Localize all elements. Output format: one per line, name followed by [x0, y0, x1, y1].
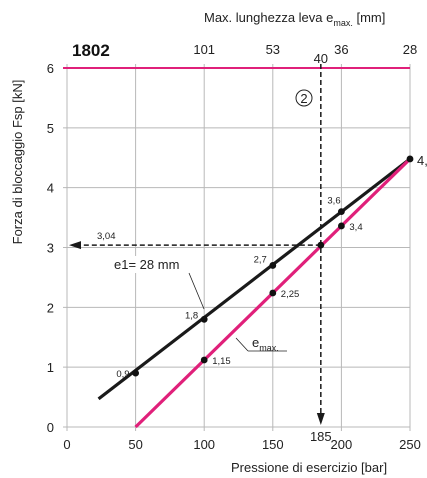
emax-series-label: emax.: [252, 335, 279, 353]
top-tick-label-36: 36: [334, 42, 348, 57]
x-tick-label-250: 250: [399, 437, 421, 452]
horizontal-arrowhead: [69, 241, 81, 250]
e1-series-point-1,8: [200, 315, 208, 323]
end-label: 4,48: [417, 153, 427, 168]
horizontal-value-label: 3,04: [97, 231, 116, 242]
emax-series-point-2,25: [269, 289, 277, 297]
top-tick-label-101: 101: [193, 42, 215, 57]
emax-series-point-1,15: [200, 356, 208, 364]
y-tick-label-0: 0: [47, 420, 54, 435]
top-axis-title-sub: max.: [333, 18, 353, 28]
y-axis-title: Forza di bloccaggio Fsp [kN]: [10, 80, 25, 245]
x-tick-label-100: 100: [193, 437, 215, 452]
emax-series-point-label-2,25: 2,25: [281, 289, 300, 300]
y-tick-label-4: 4: [47, 181, 54, 196]
emax-series-point-label-3,4: 3,4: [349, 222, 362, 233]
top-axis-title-main: Max. lunghezza leva e: [204, 10, 333, 25]
top-axis-title: Max. lunghezza leva emax. [mm]: [204, 10, 385, 28]
x-tick-label-150: 150: [262, 437, 284, 452]
circled-marker-ring: [295, 89, 313, 107]
emax-label-main: e: [252, 335, 259, 350]
x-tick-label-200: 200: [331, 437, 353, 452]
e1-series-point-0,9: [132, 369, 140, 377]
vertical-arrowhead: [316, 413, 325, 425]
e1-series-label: e1= 28 mm: [114, 257, 179, 272]
chart-title: 1802: [72, 41, 110, 60]
y-tick-label-1: 1: [47, 360, 54, 375]
annotation-layer: [69, 64, 325, 425]
e1-series-point-label-3,6: 3,6: [327, 196, 340, 207]
y-tick-label-3: 3: [47, 241, 54, 256]
label-layer: 0 1 2 3 4 5 6 0 50 100 150 200 250 101 53 36 28 0,9 1,8 2,7…: [47, 42, 427, 452]
y-tick-label-2: 2: [47, 300, 54, 315]
circled-marker-label: 2: [300, 91, 307, 106]
emax-leader-line: [235, 337, 249, 352]
series-layer: [63, 67, 414, 429]
end-point: [406, 155, 414, 163]
e1-leader-line: [188, 272, 205, 310]
vertical-bottom-label: 185: [310, 429, 332, 444]
e1-label-bg: [112, 256, 190, 273]
emax-series-point-3,4: [338, 222, 345, 230]
e1-series-point-2,7: [269, 262, 277, 269]
top-tick-label-28: 28: [403, 42, 417, 57]
emax-series-point-label-1,15: 1,15: [212, 356, 231, 367]
e1-series-point-3,6: [338, 208, 345, 216]
e1-series-point-label-1,8: 1,8: [185, 310, 198, 321]
y-tick-label-5: 5: [47, 121, 54, 136]
grid-layer: [63, 64, 411, 431]
intersection-point: [317, 241, 325, 249]
top-tick-label-53: 53: [266, 42, 280, 57]
x-tick-label-0: 0: [63, 437, 70, 452]
x-axis-title: Pressione di esercizio [bar]: [231, 460, 387, 475]
e1-series-line: [97, 157, 411, 401]
vertical-top-label: 40: [314, 51, 328, 66]
e1-series-point-label-2,7: 2,7: [254, 254, 267, 265]
top-axis-title-unit: [mm]: [353, 10, 386, 25]
e1-series-point-label-0,9: 0,9: [116, 369, 129, 380]
y-tick-label-6: 6: [47, 61, 54, 76]
x-tick-label-50: 50: [128, 437, 142, 452]
emax-label-sub: max.: [259, 343, 279, 353]
